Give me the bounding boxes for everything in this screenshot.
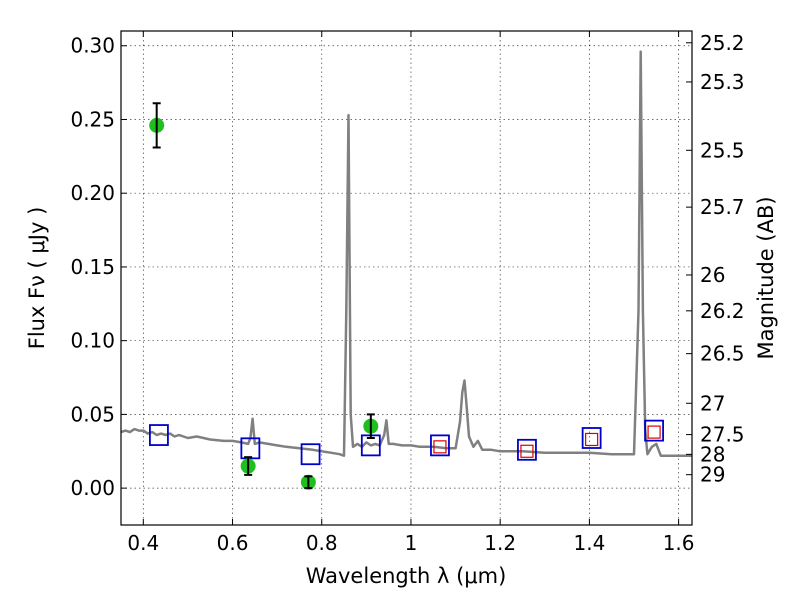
y-tick-label: 0.30 — [70, 34, 115, 58]
x-tick-label: 0.6 — [217, 531, 249, 555]
model-point-inner-marker — [585, 432, 599, 447]
model-spectrum-line — [120, 50, 692, 457]
grid-layer — [121, 31, 692, 525]
plot-frame — [120, 30, 693, 526]
x-axis-label: Wavelength λ (μm) — [306, 564, 507, 588]
model-point-marker — [240, 437, 261, 460]
model-point-inner-marker — [520, 444, 534, 458]
right-tick-label: 26.5 — [700, 342, 745, 366]
plot-layer — [120, 50, 692, 490]
tick-layer: 0.4 0.6 0.8 1 1.2 1.4 1.6 0.00 0.05 0.10 0.15 0.20 0… — [70, 31, 744, 555]
model-point-marker — [149, 424, 169, 446]
right-tick-label: 25.7 — [700, 195, 745, 219]
model-point-inner-marker — [647, 425, 661, 439]
model-point-marker — [581, 427, 602, 449]
right-tick-label: 27.5 — [700, 423, 745, 447]
model-point-marker — [430, 434, 450, 457]
x-tick-label: 1 — [405, 531, 418, 555]
x-tick-label: 1.2 — [484, 531, 516, 555]
y-tick-label: 0.10 — [70, 329, 115, 353]
y-tick-label: 0.05 — [70, 402, 115, 426]
right-tick-label: 25.3 — [700, 70, 745, 94]
right-tick-label: 25.5 — [700, 138, 745, 162]
y-tick-label: 0.20 — [70, 181, 115, 205]
right-tick-label: 26.2 — [700, 299, 745, 323]
x-tick-label: 1.6 — [663, 531, 695, 555]
right-tick-label: 26 — [700, 263, 725, 287]
y-tick-label: 0.25 — [70, 107, 115, 131]
right-tick-label: 29 — [700, 463, 725, 487]
y-axis-label: Flux Fν ( μJy ) — [25, 207, 49, 350]
model-point-inner-marker — [433, 440, 447, 454]
model-point-marker — [300, 443, 321, 466]
y-tick-label: 0.15 — [70, 255, 115, 279]
right-tick-label: 25.2 — [700, 31, 745, 55]
model-point-marker — [644, 419, 664, 442]
x-tick-label: 0.4 — [127, 531, 159, 555]
x-tick-label: 0.8 — [306, 531, 338, 555]
y-axis-right-label: Magnitude (AB) — [754, 196, 778, 359]
y-tick-label: 0.00 — [70, 476, 115, 500]
right-tick-label: 28 — [700, 442, 725, 466]
model-point-marker — [517, 438, 537, 461]
right-tick-label: 27 — [700, 391, 725, 415]
x-tick-label: 1.4 — [573, 531, 605, 555]
